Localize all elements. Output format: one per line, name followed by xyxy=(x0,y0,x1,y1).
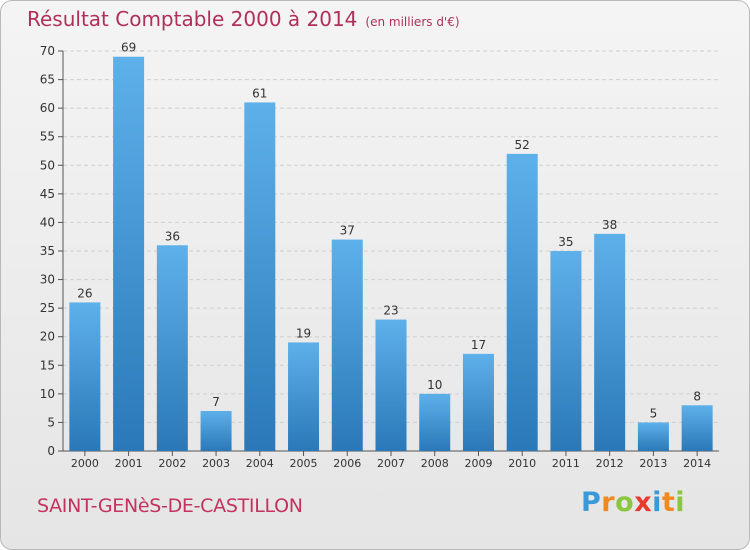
bar-2003 xyxy=(200,411,232,451)
bar-2014 xyxy=(681,405,713,451)
data-label: 17 xyxy=(471,338,486,352)
data-label: 5 xyxy=(650,406,658,420)
logo-letter: o xyxy=(615,487,635,518)
chart-title: Résultat Comptable 2000 à 2014 (en millie… xyxy=(27,7,460,31)
bar-2009 xyxy=(462,353,494,451)
bar-2010 xyxy=(506,153,538,451)
data-label: 7 xyxy=(212,395,220,409)
y-tick-label: 70 xyxy=(40,44,55,58)
logo-letter: t xyxy=(661,487,676,518)
x-tick-label: 2011 xyxy=(552,457,580,470)
y-tick-label: 5 xyxy=(47,415,55,429)
bar-2008 xyxy=(419,393,451,451)
y-tick-label: 60 xyxy=(40,101,55,115)
bar-2004 xyxy=(244,102,276,451)
place-name: SAINT-GENèS-DE-CASTILLON xyxy=(37,495,303,517)
bar-2000 xyxy=(69,302,101,451)
y-tick-label: 30 xyxy=(40,273,55,287)
y-tick-label: 45 xyxy=(40,187,55,201)
bar-2002 xyxy=(156,245,188,451)
y-tick-label: 65 xyxy=(40,73,55,87)
logo-letter: P xyxy=(581,487,602,518)
x-tick-label: 2008 xyxy=(421,457,449,470)
y-axis: 0 5 10 15 20 25 30 35 40 45 50 55 60 65 70 xyxy=(40,44,64,458)
x-tick-label: 2010 xyxy=(508,457,536,470)
x-tick-label: 2001 xyxy=(115,457,143,470)
data-label: 19 xyxy=(296,326,311,340)
y-tick-label: 55 xyxy=(40,130,55,144)
logo-letter: i xyxy=(652,487,662,518)
bars xyxy=(69,56,713,451)
bar-2006 xyxy=(331,239,363,451)
y-tick-label: 0 xyxy=(47,444,55,458)
y-tick-label: 25 xyxy=(40,301,55,315)
x-tick-label: 2014 xyxy=(683,457,711,470)
y-tick-label: 35 xyxy=(40,244,55,258)
x-tick-label: 2003 xyxy=(202,457,230,470)
data-label: 61 xyxy=(252,86,267,100)
y-tick-label: 10 xyxy=(40,387,55,401)
data-label: 23 xyxy=(383,304,398,318)
data-label: 69 xyxy=(121,41,136,55)
data-label: 8 xyxy=(693,389,701,403)
y-tick-label: 15 xyxy=(40,358,55,372)
data-label: 52 xyxy=(515,138,530,152)
data-label: 10 xyxy=(427,378,442,392)
x-tick-label: 2006 xyxy=(333,457,361,470)
y-tick-label: 40 xyxy=(40,215,55,229)
logo-letter: r xyxy=(601,487,616,518)
chart-unit: (en milliers d'€) xyxy=(365,15,460,29)
x-tick-label: 2005 xyxy=(290,457,318,470)
bar-2001 xyxy=(113,56,145,451)
bar-2012 xyxy=(594,233,626,451)
x-tick-label: 2012 xyxy=(596,457,624,470)
data-label: 36 xyxy=(165,229,180,243)
data-label: 38 xyxy=(602,218,617,232)
x-tick-label: 2013 xyxy=(639,457,667,470)
data-label: 26 xyxy=(77,286,92,300)
bar-2007 xyxy=(375,319,407,451)
x-tick-label: 2004 xyxy=(246,457,274,470)
x-tick-label: 2000 xyxy=(71,457,99,470)
data-labels: 26 69 36 7 61 19 37 23 10 17 52 35 38 5 8 xyxy=(77,41,701,421)
x-axis: 2000 2001 2002 2003 2004 2005 2006 2007 2008 2009… xyxy=(63,450,719,470)
logo-letter: x xyxy=(634,487,653,518)
bar-2005 xyxy=(288,342,320,451)
x-tick-label: 2009 xyxy=(464,457,492,470)
logo-letter: i xyxy=(675,487,686,518)
y-tick-label: 20 xyxy=(40,330,55,344)
bar-2011 xyxy=(550,251,582,451)
proxiti-logo: Proxiti xyxy=(581,487,685,518)
y-tick-label: 50 xyxy=(40,158,55,172)
bar-2013 xyxy=(637,422,669,451)
chart-title-text: Résultat Comptable 2000 à 2014 xyxy=(27,7,358,31)
data-label: 37 xyxy=(340,224,355,238)
x-tick-label: 2007 xyxy=(377,457,405,470)
x-tick-label: 2002 xyxy=(158,457,186,470)
data-label: 35 xyxy=(558,235,573,249)
